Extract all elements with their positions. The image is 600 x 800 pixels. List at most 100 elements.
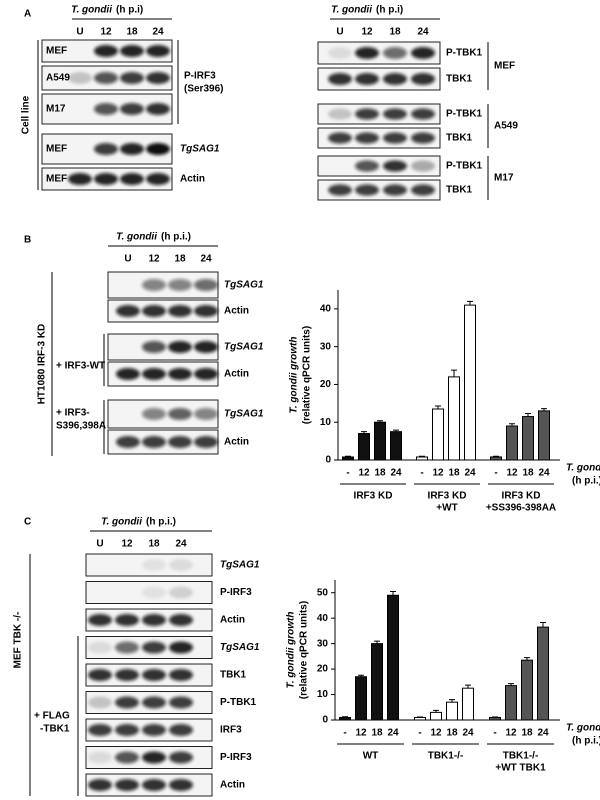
panel-letter: A xyxy=(24,9,31,20)
sample-label: M17 xyxy=(46,104,66,115)
lane-label: 24 xyxy=(152,27,164,38)
group-label: +SS396-398AA xyxy=(486,503,556,514)
blot-band xyxy=(355,73,379,85)
bar xyxy=(371,643,383,721)
bar xyxy=(374,421,386,461)
organism-label: T. gondii xyxy=(71,5,112,16)
error-bar xyxy=(419,455,425,457)
blot-band xyxy=(116,368,140,380)
blot-band xyxy=(383,108,407,120)
lane-label: 18 xyxy=(174,254,186,265)
error-bar xyxy=(493,455,499,457)
x-tick-label: 12 xyxy=(506,468,518,479)
y-tick-label: 30 xyxy=(317,638,329,649)
error-bar xyxy=(449,699,455,703)
blot-band xyxy=(194,341,218,353)
y-tick-label: 10 xyxy=(320,417,332,428)
target-label: TgSAG1 xyxy=(220,642,260,653)
bar xyxy=(462,687,474,721)
blot-band xyxy=(116,436,140,448)
blot-band xyxy=(411,184,435,196)
x-tick-label: 12 xyxy=(505,728,517,739)
bar xyxy=(490,456,502,461)
error-bar xyxy=(342,716,348,718)
blot-band xyxy=(383,160,407,172)
error-bar xyxy=(509,423,515,426)
condition-label: -TBK1 xyxy=(40,724,70,735)
x-tick-label: 24 xyxy=(464,468,476,479)
y-tick-label: 40 xyxy=(320,304,332,315)
blot-band xyxy=(88,779,112,791)
error-bar xyxy=(508,683,514,686)
x-axis-title: (h p.i.) xyxy=(572,736,600,747)
bar xyxy=(522,416,534,461)
x-tick-label: - xyxy=(418,728,421,739)
blot-band xyxy=(169,779,193,791)
group-label: +WT xyxy=(436,503,457,514)
blot-band xyxy=(142,368,166,380)
y-tick-label: 40 xyxy=(317,613,329,624)
error-bar xyxy=(361,431,367,434)
error-bar xyxy=(374,640,380,644)
blot-band xyxy=(115,779,139,791)
blot-band xyxy=(115,724,139,736)
sample-label: MEF xyxy=(494,61,515,72)
target-label: TgSAG1 xyxy=(224,342,264,353)
bar xyxy=(506,425,518,461)
lane-label: U xyxy=(336,27,343,38)
error-bar xyxy=(393,429,399,432)
target-label: Actin xyxy=(224,369,249,380)
blot-band xyxy=(355,47,379,59)
blot-band xyxy=(169,586,193,599)
error-bar xyxy=(451,369,457,377)
blot-band xyxy=(355,132,379,144)
bar xyxy=(390,431,402,461)
blot-band xyxy=(169,614,193,626)
target-label: P-IRF3 xyxy=(184,71,216,82)
organism-label: T. gondii xyxy=(101,517,142,528)
blot-band xyxy=(383,184,407,196)
blot-band xyxy=(168,305,192,317)
target-label: TgSAG1 xyxy=(224,280,264,291)
bar xyxy=(448,376,460,461)
blot-band xyxy=(146,143,170,155)
x-tick-label: 24 xyxy=(538,468,550,479)
blot-band xyxy=(146,103,170,115)
blot-band xyxy=(328,47,352,59)
blot-band xyxy=(142,559,166,571)
x-tick-label: 18 xyxy=(448,468,460,479)
error-bar xyxy=(525,413,531,417)
blot-band xyxy=(142,751,166,764)
blot-band xyxy=(411,73,435,85)
blot-band xyxy=(146,173,170,185)
bar xyxy=(416,456,428,461)
x-tick-label: - xyxy=(493,728,496,739)
lane-label: 12 xyxy=(100,27,112,38)
y-tick-label: 0 xyxy=(322,715,328,726)
lane-label: 18 xyxy=(126,27,138,38)
group-label: TBK1-/- xyxy=(428,751,464,762)
condition-label: + IRF3-WT xyxy=(56,361,105,372)
organism-label: T. gondii xyxy=(116,232,157,243)
group-label: TBK1-/- xyxy=(503,751,539,762)
blot-band xyxy=(146,45,170,57)
panel-letter: C xyxy=(24,517,31,528)
condition-label: S396,398A xyxy=(56,421,106,432)
panel-letter: B xyxy=(24,235,31,246)
x-tick-label: - xyxy=(346,468,349,479)
error-bar xyxy=(467,300,473,306)
blot-band xyxy=(168,368,192,380)
blot-band xyxy=(411,132,435,144)
target-label: Actin xyxy=(224,306,249,317)
error-bar xyxy=(417,716,423,718)
error-bar xyxy=(465,684,471,689)
blot-band xyxy=(142,436,166,448)
blot-band xyxy=(169,559,193,571)
condition-label: + FLAG xyxy=(34,711,70,722)
x-tick-label: 12 xyxy=(355,728,367,739)
sample-label: MEF xyxy=(46,144,67,155)
blot-band xyxy=(411,108,435,120)
target-label: Actin xyxy=(220,615,245,626)
bar xyxy=(355,676,367,721)
blot-band xyxy=(68,173,92,185)
